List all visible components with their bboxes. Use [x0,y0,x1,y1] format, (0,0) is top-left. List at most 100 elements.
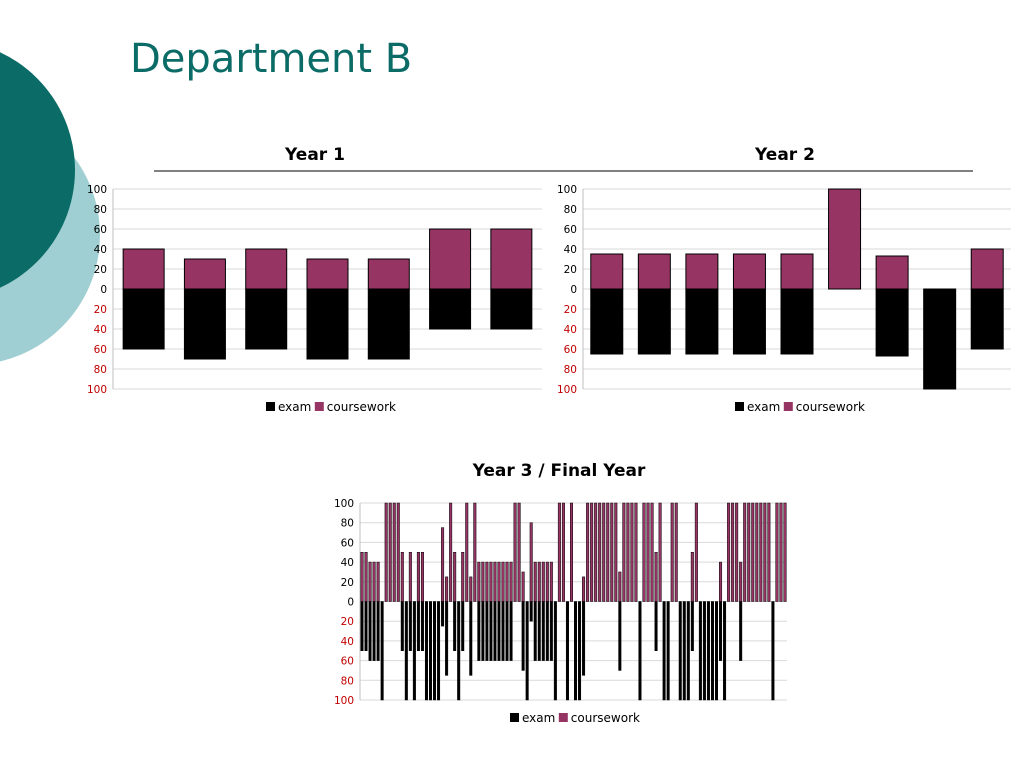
year1-bar-exam [122,288,165,350]
chart-year-2: Year 2 100 80 60 40 20 0 20 40 60 80 100 exam coursew… [467,138,1015,430]
year3-bar-coursework [376,561,380,602]
year1-legend-swatch-exam [266,402,275,411]
year3-bar-coursework [606,502,610,602]
year3-y-tick-label: 20 [341,616,354,628]
year1-bar-exam [429,288,472,330]
year2-bar-exam [970,288,1004,350]
year1-title: Year 1 [284,145,345,165]
year3-bar-exam [380,601,384,701]
year3-bar-exam [529,601,533,622]
year3-bar-coursework [521,571,525,602]
year3-y-tick-label: 100 [334,695,354,707]
year3-bar-exam [654,601,658,651]
year2-bar-coursework [590,253,624,290]
year2-bar-exam [637,288,671,355]
year3-bar-exam [489,601,493,661]
year3-bar-coursework [416,552,420,602]
year3-bar-exam [477,601,481,661]
year1-legend-swatch-coursework [314,402,324,411]
year3-bar-exam [618,601,622,671]
year3-bar-coursework [449,502,453,602]
year3-bar-exam [400,601,404,651]
year1-y-tick-label: 80 [94,364,107,376]
year3-bar-coursework [392,502,396,602]
year3-bar-exam [441,601,445,627]
year3-bar-exam [505,601,509,661]
year2-y-tick-label: 100 [557,184,577,196]
year3-bar-exam [574,601,578,701]
year1-legend-label-exam: exam [278,400,311,414]
year3-bar-coursework [747,502,751,602]
year2-y-tick-label: 100 [557,384,577,396]
year3-bar-coursework [634,502,638,602]
year3-bar-exam [578,601,582,701]
year2-y-tick-label: 40 [564,324,577,336]
year3-bar-exam [666,601,670,701]
year1-bar-exam [490,288,533,330]
year3-bar-coursework [586,502,590,602]
year2-bar-exam [923,288,957,390]
year3-bar-exam [481,601,485,661]
year3-bar-coursework [408,552,412,602]
year3-y-tick-label: 40 [341,557,354,569]
year3-bar-exam [541,601,545,661]
year1-bar-coursework [429,228,472,290]
year3-bar-coursework [445,576,449,602]
year3-bar-coursework [441,527,445,602]
year3-bar-coursework [360,552,364,602]
year3-bar-coursework [453,552,457,602]
year3-y-tick-label: 80 [341,518,354,530]
year3-bar-coursework [465,502,469,602]
year3-bar-exam [715,601,719,701]
year3-bar-exam [533,601,537,661]
year3-bar-exam [545,601,549,661]
year2-legend-label-coursework: coursework [796,400,865,414]
year3-bar-coursework [654,552,658,602]
year3-bar-coursework [396,502,400,602]
year3-bar-exam [408,601,412,651]
year3-bar-coursework [529,522,533,602]
year3-bar-exam [509,601,513,661]
year1-y-tick-label: 0 [100,284,107,296]
year3-bar-coursework [485,561,489,602]
year2-bar-coursework [685,253,719,290]
year3-bar-exam [706,601,710,701]
year3-bar-exam [565,601,569,701]
year3-bar-coursework [618,571,622,602]
year3-bar-coursework [719,561,723,602]
year3-bar-coursework [590,502,594,602]
year3-bar-exam [698,601,702,701]
year2-y-tick-label: 40 [564,244,577,256]
year2-y-tick-label: 0 [570,284,577,296]
year1-y-tick-label: 40 [94,324,107,336]
year3-bar-exam [521,601,525,671]
year3-bar-coursework [739,561,743,602]
year3-bar-coursework [569,502,573,602]
year1-bar-coursework [490,228,533,290]
year3-bar-coursework [743,502,747,602]
year3-bar-coursework [731,502,735,602]
year3-bar-exam [549,601,553,661]
year3-legend-label-exam: exam [522,711,555,725]
year1-legend-label-coursework: coursework [327,400,396,414]
year2-bar-coursework [732,253,766,290]
year3-bar-exam [469,601,473,676]
year3-bar-exam [662,601,666,701]
year3-bar-exam [376,601,380,661]
year3-bar-coursework [372,561,376,602]
year3-bar-coursework [783,502,787,602]
year3-bar-coursework [420,552,424,602]
year1-y-tick-label: 20 [94,264,107,276]
year3-bar-coursework [690,552,694,602]
year2-bar-coursework [828,188,862,290]
year3-bar-coursework [755,502,759,602]
year3-bar-coursework [694,502,698,602]
year3-y-tick-label: 20 [341,577,354,589]
year3-bar-coursework [545,561,549,602]
year3-bar-coursework [670,502,674,602]
year3-bar-coursework [368,561,372,602]
year3-bar-coursework [557,502,561,602]
year2-bar-coursework [780,253,814,290]
chart-year-1-svg: Year 1 100 80 60 40 20 0 20 40 60 80 100 exam coursew… [87,145,548,414]
year3-bar-coursework [517,502,521,602]
